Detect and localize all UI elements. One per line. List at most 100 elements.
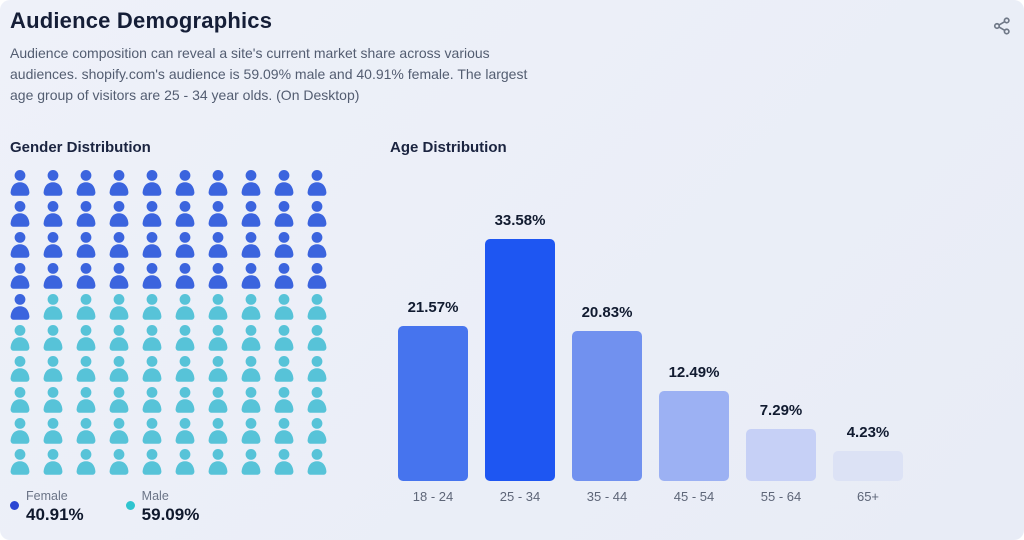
person-icon-female	[305, 232, 329, 258]
person-icon-male	[305, 449, 329, 475]
description-line-1: Audience composition can reveal a site's…	[10, 45, 490, 61]
bar-25-34[interactable]	[485, 239, 555, 481]
person-icon-female	[173, 170, 197, 196]
person-icon-male	[272, 449, 296, 475]
person-icon-female	[305, 263, 329, 289]
person-icon-male	[74, 449, 98, 475]
person-icon-female	[140, 232, 164, 258]
bar-column-55-64: 7.29% 55 - 64	[746, 201, 816, 504]
person-icon-male	[74, 325, 98, 351]
bar-55-64[interactable]	[746, 428, 816, 481]
person-icon-female	[206, 170, 230, 196]
person-icon-male	[8, 387, 32, 413]
legend-item-male: Male 59.09%	[125, 488, 200, 525]
person-icon-female	[107, 232, 131, 258]
person-icon-female	[272, 170, 296, 196]
person-icon-female	[8, 232, 32, 258]
person-icon-male	[173, 325, 197, 351]
female-legend-label: Female	[26, 489, 68, 503]
male-legend-dot	[125, 501, 135, 510]
person-icon-male	[8, 356, 32, 382]
person-icon-male	[107, 418, 131, 444]
person-icon-male	[305, 325, 329, 351]
gender-pictogram-grid	[8, 170, 329, 475]
person-icon-male	[272, 418, 296, 444]
bar-65+[interactable]	[833, 450, 903, 481]
bar-category-label-18-24: 18 - 24	[412, 489, 454, 504]
person-icon-male	[239, 418, 263, 444]
bar-35-44[interactable]	[572, 331, 642, 481]
person-icon-female	[173, 232, 197, 258]
person-icon-male	[173, 356, 197, 382]
bar-value-label-55-64: 7.29%	[759, 401, 803, 419]
person-icon-male	[305, 418, 329, 444]
person-icon-female	[239, 201, 263, 227]
person-icon-male	[107, 449, 131, 475]
person-icon-female	[41, 170, 65, 196]
bar-column-25-34: 33.58% 25 - 34	[485, 201, 555, 504]
person-icon-female	[107, 170, 131, 196]
share-button[interactable]	[988, 12, 1016, 40]
person-icon-male	[206, 449, 230, 475]
person-icon-male	[206, 418, 230, 444]
person-icon-male	[206, 356, 230, 382]
person-icon-female	[173, 201, 197, 227]
legend-item-female: Female 40.91%	[10, 488, 84, 525]
person-icon-male	[272, 325, 296, 351]
age-distribution-heading: Age Distribution	[390, 139, 507, 156]
female-legend-dot	[10, 501, 19, 510]
person-icon-female	[239, 170, 263, 196]
person-icon-male	[74, 356, 98, 382]
bar-value-label-25-34: 33.58%	[494, 212, 546, 230]
person-icon-female	[140, 263, 164, 289]
person-icon-female	[305, 201, 329, 227]
person-icon-female	[8, 170, 32, 196]
person-icon-male	[41, 418, 65, 444]
person-icon-male	[8, 325, 32, 351]
person-icon-female	[140, 170, 164, 196]
person-icon-male	[8, 418, 32, 444]
person-icon-male	[107, 325, 131, 351]
bar-value-label-18-24: 21.57%	[407, 298, 459, 316]
bar-45-54[interactable]	[659, 391, 729, 481]
person-icon-male	[107, 294, 131, 320]
male-legend-value: 59.09%	[141, 505, 200, 524]
person-icon-female	[107, 201, 131, 227]
person-icon-male	[239, 356, 263, 382]
person-icon-male	[206, 387, 230, 413]
person-icon-male	[239, 325, 263, 351]
person-icon-male	[41, 325, 65, 351]
bar-18-24[interactable]	[398, 325, 468, 481]
bar-column-35-44: 20.83% 35 - 44	[572, 201, 642, 504]
male-legend-label: Male	[141, 489, 169, 503]
person-icon-male	[140, 356, 164, 382]
person-icon-female	[206, 232, 230, 258]
person-icon-male	[140, 418, 164, 444]
bar-column-45-54: 12.49% 45 - 54	[659, 201, 729, 504]
person-icon-male	[41, 449, 65, 475]
panel-description: Audience composition can reveal a site's…	[10, 43, 527, 106]
person-icon-female	[8, 263, 32, 289]
person-icon-female	[272, 263, 296, 289]
gender-distribution-heading: Gender Distribution	[10, 139, 151, 156]
person-icon-female	[140, 201, 164, 227]
person-icon-female	[239, 232, 263, 258]
person-icon-female	[74, 201, 98, 227]
person-icon-female	[107, 263, 131, 289]
person-icon-male	[41, 294, 65, 320]
person-icon-male	[305, 356, 329, 382]
person-icon-male	[8, 449, 32, 475]
person-icon-male	[173, 418, 197, 444]
share-icon	[993, 17, 1010, 35]
person-icon-female	[8, 201, 32, 227]
person-icon-male	[173, 387, 197, 413]
person-icon-male	[272, 387, 296, 413]
person-icon-male	[140, 294, 164, 320]
bar-column-18-24: 21.57% 18 - 24	[398, 201, 468, 504]
person-icon-male	[41, 387, 65, 413]
person-icon-female	[272, 232, 296, 258]
person-icon-male	[107, 356, 131, 382]
person-icon-female	[239, 263, 263, 289]
page-title: Audience Demographics	[10, 8, 273, 33]
